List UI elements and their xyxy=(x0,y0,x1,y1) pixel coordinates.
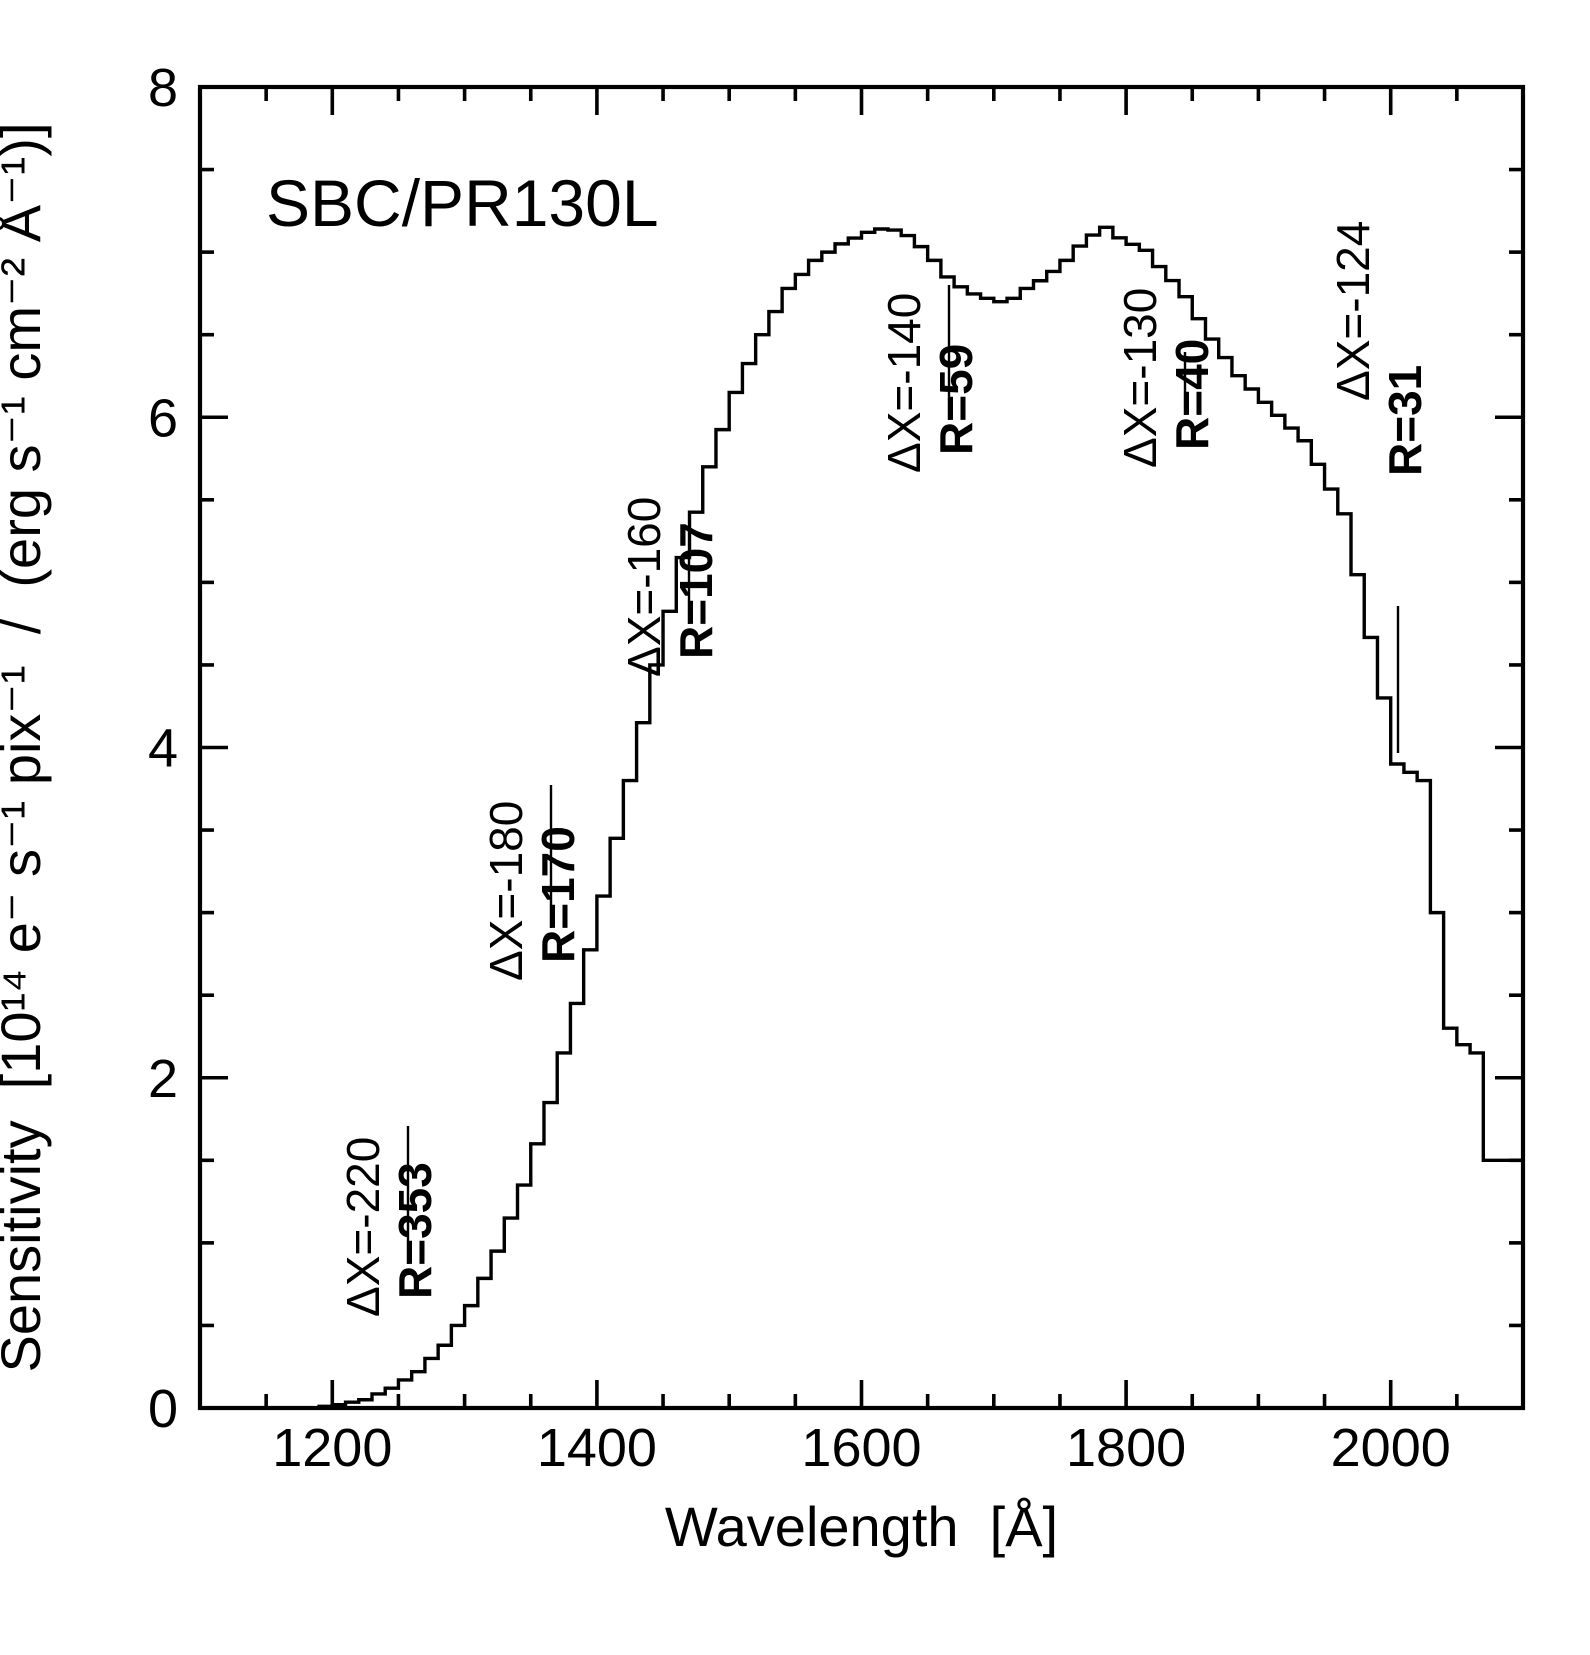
svg-text:R=107: R=107 xyxy=(670,522,722,659)
svg-text:4: 4 xyxy=(148,719,178,779)
svg-text:2: 2 xyxy=(148,1049,178,1109)
svg-text:R=170: R=170 xyxy=(532,826,584,963)
svg-text:1400: 1400 xyxy=(537,1418,657,1478)
svg-text:ΔX=-220: ΔX=-220 xyxy=(337,1137,389,1317)
svg-text:R=40: R=40 xyxy=(1166,339,1218,450)
svg-text:ΔX=-180: ΔX=-180 xyxy=(480,801,532,981)
svg-text:Wavelength [Å]: Wavelength [Å] xyxy=(665,1495,1058,1558)
svg-text:ΔX=-140: ΔX=-140 xyxy=(878,293,930,473)
svg-text:1200: 1200 xyxy=(272,1418,392,1478)
svg-text:Sensitivity [10¹⁴ e⁻ s⁻¹ pix⁻: Sensitivity [10¹⁴ e⁻ s⁻¹ pix⁻¹ / (erg s⁻… xyxy=(0,122,52,1372)
svg-text:ΔX=-160: ΔX=-160 xyxy=(618,497,670,677)
svg-text:1800: 1800 xyxy=(1066,1418,1186,1478)
svg-text:R=353: R=353 xyxy=(389,1162,441,1299)
svg-text:8: 8 xyxy=(148,58,178,118)
svg-text:2000: 2000 xyxy=(1331,1418,1451,1478)
svg-text:R=59: R=59 xyxy=(930,344,982,455)
svg-text:R=31: R=31 xyxy=(1379,365,1431,476)
svg-text:ΔX=-124: ΔX=-124 xyxy=(1327,221,1379,401)
svg-text:1600: 1600 xyxy=(801,1418,921,1478)
svg-text:ΔX=-130: ΔX=-130 xyxy=(1114,288,1166,468)
svg-text:SBC/PR130L: SBC/PR130L xyxy=(266,166,659,240)
svg-text:0: 0 xyxy=(148,1379,178,1439)
svg-text:6: 6 xyxy=(148,388,178,448)
